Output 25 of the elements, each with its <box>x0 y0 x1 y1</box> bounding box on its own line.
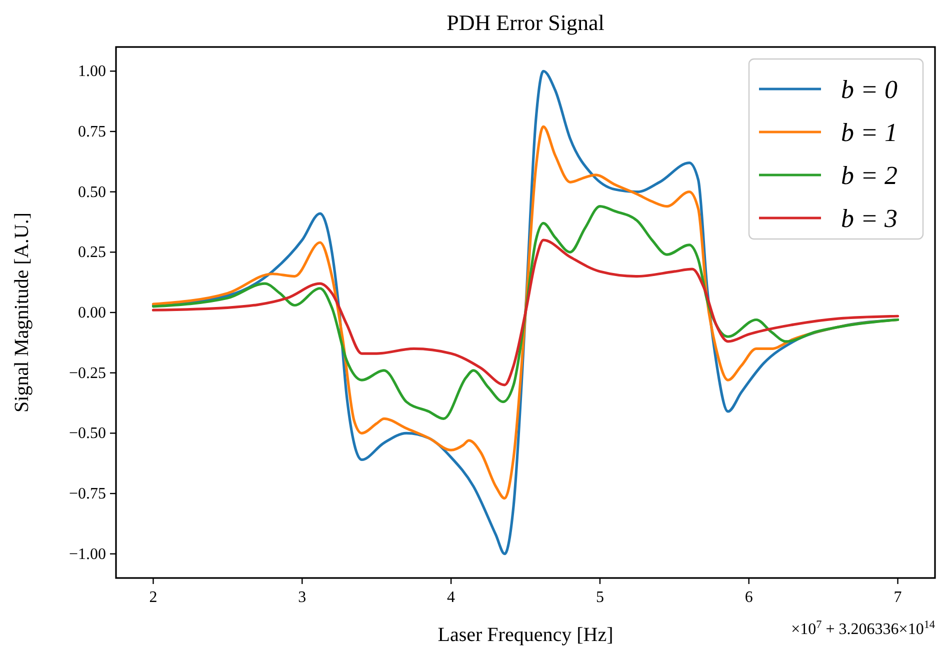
x-tick-label: 6 <box>744 589 753 606</box>
x-tick-label: 7 <box>894 589 902 606</box>
x-axis-title: Laser Frequency [Hz] <box>438 624 614 646</box>
x-tick-label: 5 <box>596 589 604 606</box>
y-tick-label: −0.75 <box>68 486 106 503</box>
x-tick-label: 4 <box>447 589 456 606</box>
y-tick-label: 0.75 <box>78 123 106 140</box>
y-tick-label: −0.50 <box>68 425 106 442</box>
legend-label: b = 3 <box>841 204 898 233</box>
y-tick-label: 1.00 <box>78 63 106 80</box>
legend-label: b = 2 <box>841 161 898 190</box>
y-tick-label: −0.25 <box>68 364 106 382</box>
legend-label: b = 1 <box>841 118 898 147</box>
chart-title: PDH Error Signal <box>446 10 604 35</box>
y-tick-label: 0.00 <box>78 304 106 322</box>
y-axis-title: Signal Magnitude [A.U.] <box>11 212 33 412</box>
y-tick-label: 0.25 <box>78 244 106 262</box>
text: ×10$^{7}$ + 3.206336×10$^{14}$ <box>791 619 936 638</box>
x-tick-label: 3 <box>298 589 306 606</box>
x-tick-label: 2 <box>149 589 158 606</box>
line-series <box>152 205 900 420</box>
y-tick-label: 0.50 <box>78 184 106 201</box>
legend-label: b = 0 <box>841 75 898 104</box>
line-series <box>152 238 900 386</box>
y-tick-label: −1.00 <box>68 546 106 563</box>
